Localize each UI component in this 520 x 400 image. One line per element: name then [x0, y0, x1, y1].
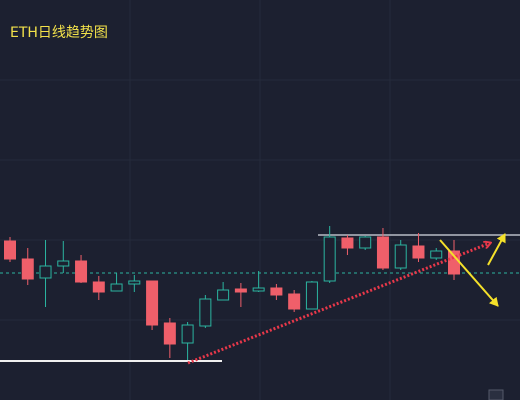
candle-body	[128, 280, 141, 285]
candle-body	[217, 289, 230, 301]
candle-body	[21, 258, 34, 280]
candle-body	[252, 287, 265, 292]
candle-body	[75, 260, 88, 283]
candle-body	[305, 281, 318, 310]
candles	[4, 226, 460, 360]
candle-body	[234, 288, 247, 293]
candle-body	[341, 237, 354, 249]
candle-body	[39, 265, 52, 279]
candle-body	[430, 250, 443, 259]
candle-body	[110, 283, 123, 292]
candle-body	[163, 322, 176, 345]
candle-body	[92, 281, 105, 293]
candle-body	[376, 236, 389, 269]
trend-arrow	[187, 243, 490, 365]
candle-body	[412, 245, 425, 259]
candle-body	[181, 324, 194, 344]
corner-icon	[488, 389, 504, 400]
candle-body	[323, 236, 336, 282]
chart-title: ETH日线趋势图	[10, 25, 108, 41]
up-arrow	[487, 233, 506, 266]
candle-body	[359, 236, 372, 249]
candle-body	[146, 280, 159, 326]
candle-body	[4, 240, 16, 260]
candle-body	[199, 298, 212, 327]
candle-body	[394, 244, 407, 269]
candle-body	[270, 287, 283, 296]
candle-body	[57, 260, 70, 267]
candle-body	[288, 293, 301, 310]
down-arrow	[439, 239, 499, 307]
